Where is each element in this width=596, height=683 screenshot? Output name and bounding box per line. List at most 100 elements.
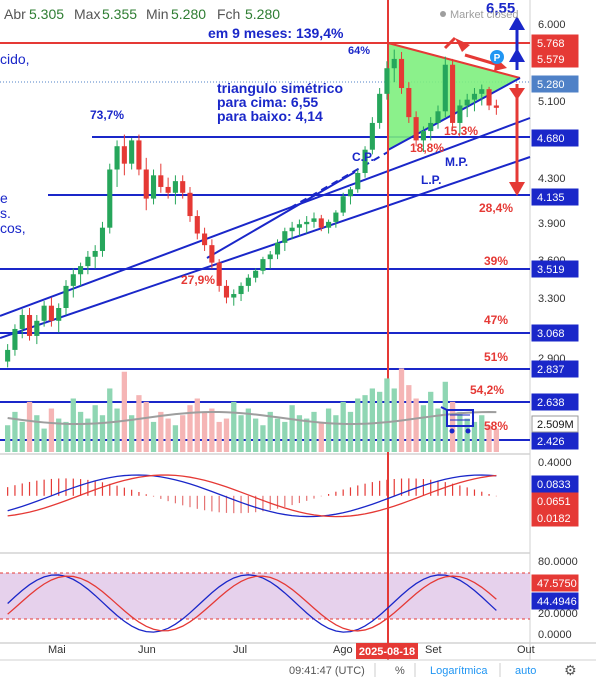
axis-value-badge-label: 3.519 bbox=[537, 264, 565, 276]
axis-value-badge-label: 5.768 bbox=[537, 38, 565, 50]
volume-bar bbox=[41, 428, 47, 452]
macd-panel bbox=[7, 474, 497, 518]
axis-value-badge bbox=[531, 75, 579, 93]
volume-bar bbox=[486, 425, 492, 452]
axis-value-badge bbox=[531, 509, 579, 527]
volume-bar bbox=[355, 398, 361, 452]
status-auto-toggle[interactable]: auto bbox=[515, 665, 536, 677]
status-percent-toggle[interactable]: % bbox=[395, 665, 405, 677]
candle-body bbox=[85, 256, 91, 267]
axis-value-badge-label: 5.579 bbox=[537, 54, 565, 66]
candle-body bbox=[92, 250, 98, 257]
cart-icon[interactable] bbox=[440, 406, 474, 434]
axis-value-badge bbox=[531, 574, 579, 592]
volume-bar bbox=[158, 411, 164, 452]
annotation-39pct: 39% bbox=[484, 254, 508, 268]
market-status-dot-icon bbox=[440, 11, 446, 17]
volume-bar bbox=[172, 425, 179, 452]
volume-bar bbox=[56, 418, 62, 452]
annotation-cp: C.P. bbox=[352, 150, 374, 164]
candle-body bbox=[355, 172, 361, 190]
annotation-279pct: 27,9% bbox=[181, 273, 215, 287]
volume-bar bbox=[464, 418, 470, 452]
candle-body bbox=[450, 64, 456, 123]
axis-value-badge-label: 2.638 bbox=[537, 397, 565, 409]
annotation-28pct: 28,4% bbox=[479, 201, 513, 215]
p-circle-letter: P bbox=[494, 53, 501, 64]
candle-body bbox=[194, 216, 200, 234]
annotation-51pct: 51% bbox=[484, 350, 508, 364]
candle-body bbox=[143, 169, 149, 199]
ohlc-header: Abr 5.305 Max 5.355 Min 5.280 Fch 5.280 bbox=[4, 6, 280, 22]
candle-body bbox=[180, 181, 186, 193]
time-axis: Mai Jun Jul Ago Set Out bbox=[48, 644, 535, 656]
status-time: 09:41:47 (UTC) bbox=[289, 665, 365, 677]
arrow-down-head-icon bbox=[509, 88, 525, 100]
candle-body bbox=[26, 314, 33, 336]
candle-body bbox=[391, 58, 397, 69]
candle-body bbox=[202, 233, 208, 246]
stoch-d-line bbox=[7, 575, 497, 632]
candle-body bbox=[267, 254, 273, 260]
annotation-triangle-1: triangulo simétrico bbox=[217, 80, 343, 96]
volume-bar bbox=[282, 421, 288, 452]
candle-body bbox=[187, 192, 193, 217]
candle-body bbox=[274, 242, 281, 255]
macd-axis-badges: 0.0833 0.0651 0.0182 bbox=[531, 475, 579, 527]
candle-body bbox=[289, 227, 295, 232]
candle-body bbox=[479, 89, 485, 94]
volume-bar bbox=[231, 401, 237, 452]
volume-bar bbox=[70, 398, 76, 452]
candle-body bbox=[136, 140, 142, 170]
status-log-toggle[interactable]: Logarítmica bbox=[430, 665, 488, 677]
axis-tick-label: 5.100 bbox=[538, 96, 566, 108]
candle-body bbox=[398, 58, 405, 89]
axis-value-badge bbox=[531, 475, 579, 493]
red-flag-pole bbox=[443, 36, 457, 50]
candle-body bbox=[486, 89, 492, 106]
annotation-mp: M.P. bbox=[445, 155, 468, 169]
stochastic-panel bbox=[7, 574, 497, 633]
high-label: Max bbox=[74, 6, 100, 22]
annotation-triangle-2: para cima: 6,55 bbox=[217, 94, 318, 110]
candle-body bbox=[216, 262, 222, 286]
stoch-axis-ticks: 80.0000 20.0000 0.0000 bbox=[538, 556, 578, 641]
settings-gear-icon[interactable]: ⚙ bbox=[564, 662, 577, 678]
candle-body bbox=[471, 93, 478, 100]
candle-body bbox=[377, 93, 383, 123]
volume-bar bbox=[26, 401, 33, 452]
candle-body bbox=[107, 169, 113, 228]
month-label-jul: Jul bbox=[233, 644, 247, 656]
trendline-short-solid bbox=[206, 171, 356, 259]
volume-bar bbox=[347, 411, 354, 452]
candle-body bbox=[56, 308, 62, 321]
axis-tick-label: 3.900 bbox=[538, 218, 566, 230]
volume-bar bbox=[457, 411, 463, 452]
axis-value-badge bbox=[531, 592, 579, 610]
p-circle-icon[interactable] bbox=[490, 50, 504, 64]
volume-bar bbox=[260, 425, 266, 452]
volume-bar bbox=[187, 405, 193, 452]
candle-body bbox=[413, 117, 419, 141]
axis-value-badge bbox=[531, 393, 579, 411]
candle-body bbox=[158, 175, 164, 187]
target-arrows: P bbox=[443, 16, 525, 196]
volume-bar bbox=[165, 418, 171, 452]
axis-value-badge bbox=[531, 324, 579, 342]
axis-tick-label: 4.300 bbox=[538, 173, 566, 185]
volume-bar bbox=[99, 415, 106, 452]
axis-value-badge bbox=[531, 492, 579, 510]
volume-bar bbox=[318, 421, 324, 452]
volume-bar bbox=[471, 421, 478, 452]
axis-value-badge bbox=[531, 360, 579, 378]
annotation-15pct: 15,3% bbox=[444, 124, 478, 138]
volume-bar bbox=[19, 421, 25, 452]
annotation-542pct: 54,2% bbox=[470, 383, 504, 397]
high-value: 5.355 bbox=[102, 6, 137, 22]
volume-ma bbox=[7, 410, 497, 425]
triangle-upper-line bbox=[387, 42, 521, 79]
candle-body bbox=[48, 305, 54, 321]
axis-value-badge-label: 47.5750 bbox=[537, 578, 577, 590]
